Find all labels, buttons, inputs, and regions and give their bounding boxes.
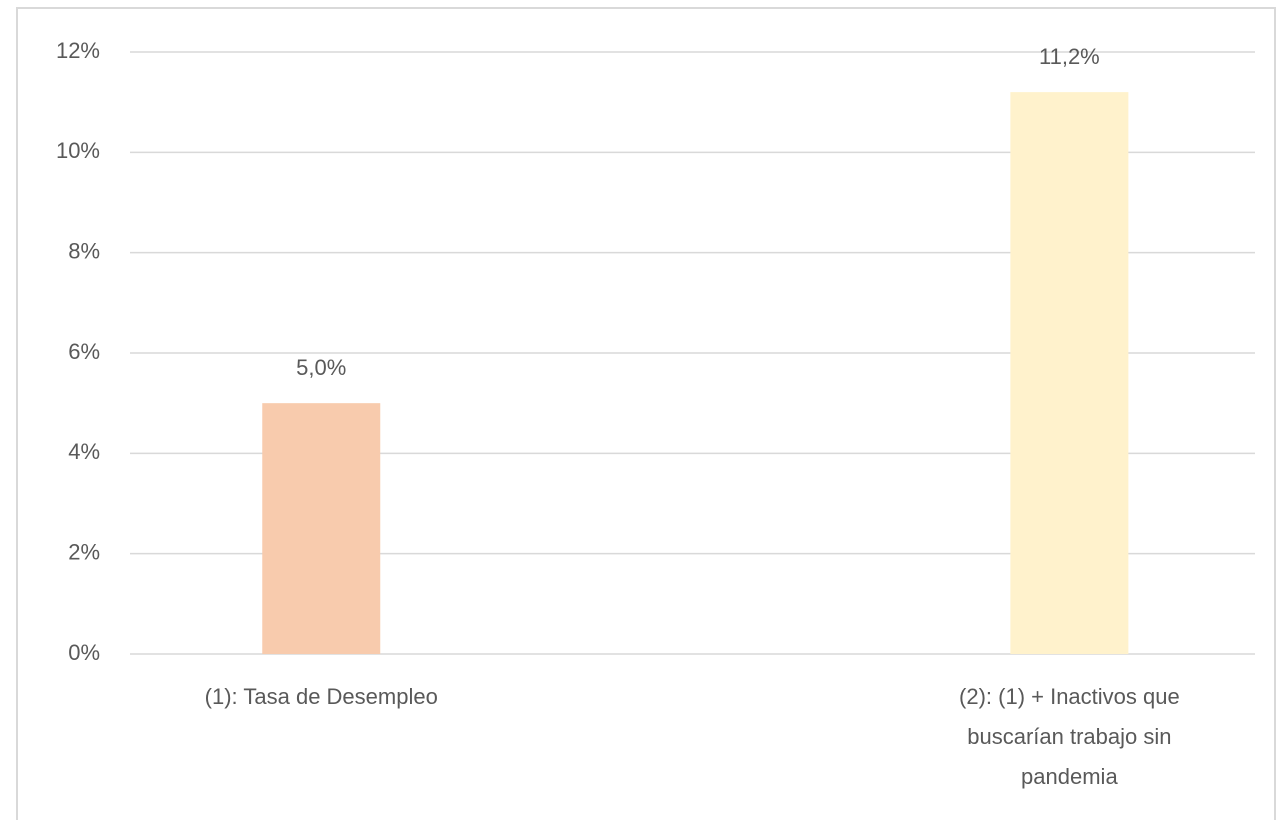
data-label: 5,0% [296, 355, 346, 380]
bar [262, 403, 381, 654]
y-tick-label: 10% [56, 138, 100, 163]
y-tick-label: 0% [68, 640, 100, 665]
data-label: 11,2% [1039, 44, 1100, 69]
bar [1010, 92, 1129, 655]
y-tick-label: 8% [68, 238, 100, 263]
y-tick-label: 2% [68, 539, 100, 564]
y-tick-label: 4% [68, 439, 100, 464]
y-tick-label: 6% [68, 339, 100, 364]
y-tick-label: 12% [56, 38, 100, 63]
x-tick-label: (2): (1) + Inactivos que buscarían traba… [959, 684, 1180, 789]
x-tick-label: (1): Tasa de Desempleo [204, 684, 438, 709]
chart-frame [16, 7, 1276, 820]
